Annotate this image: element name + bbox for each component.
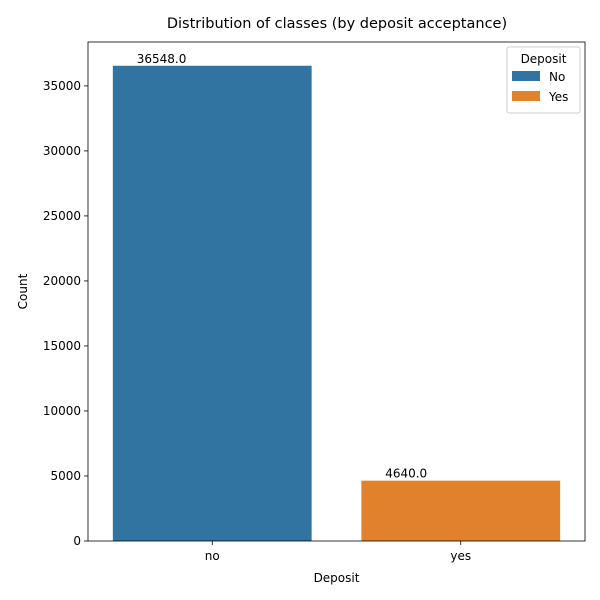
bar-yes bbox=[361, 480, 561, 541]
plot-area: 36548.0 4640.0 0 5000 10000 15000 20000 25000 3… bbox=[43, 41, 586, 563]
y-tick-label: 0 bbox=[73, 534, 81, 548]
legend-swatch-no bbox=[512, 71, 540, 81]
chart-title: Distribution of classes (by deposit acce… bbox=[167, 16, 507, 32]
y-tick-label: 35000 bbox=[43, 79, 81, 93]
y-tick-label: 10000 bbox=[43, 404, 81, 418]
x-axis-label: Deposit bbox=[314, 571, 360, 585]
y-tick-label: 20000 bbox=[43, 274, 81, 288]
y-tick-label: 5000 bbox=[50, 469, 81, 483]
bar-value-label-no: 36548.0 bbox=[137, 52, 187, 66]
bar-no bbox=[112, 65, 312, 541]
legend-swatch-yes bbox=[512, 91, 540, 101]
legend: Deposit No Yes bbox=[506, 46, 581, 114]
x-tick-label-no: no bbox=[205, 549, 220, 563]
legend-label-no: No bbox=[549, 70, 565, 84]
y-tick-label: 30000 bbox=[43, 144, 81, 158]
y-axis-label: Count bbox=[16, 273, 30, 309]
legend-title: Deposit bbox=[521, 52, 567, 66]
y-tick-label: 15000 bbox=[43, 339, 81, 353]
plot-frame bbox=[87, 41, 586, 542]
bar-value-label-yes: 4640.0 bbox=[385, 467, 427, 481]
legend-label-yes: Yes bbox=[548, 90, 568, 104]
x-tick-label-yes: yes bbox=[450, 549, 471, 563]
y-tick-label: 25000 bbox=[43, 209, 81, 223]
